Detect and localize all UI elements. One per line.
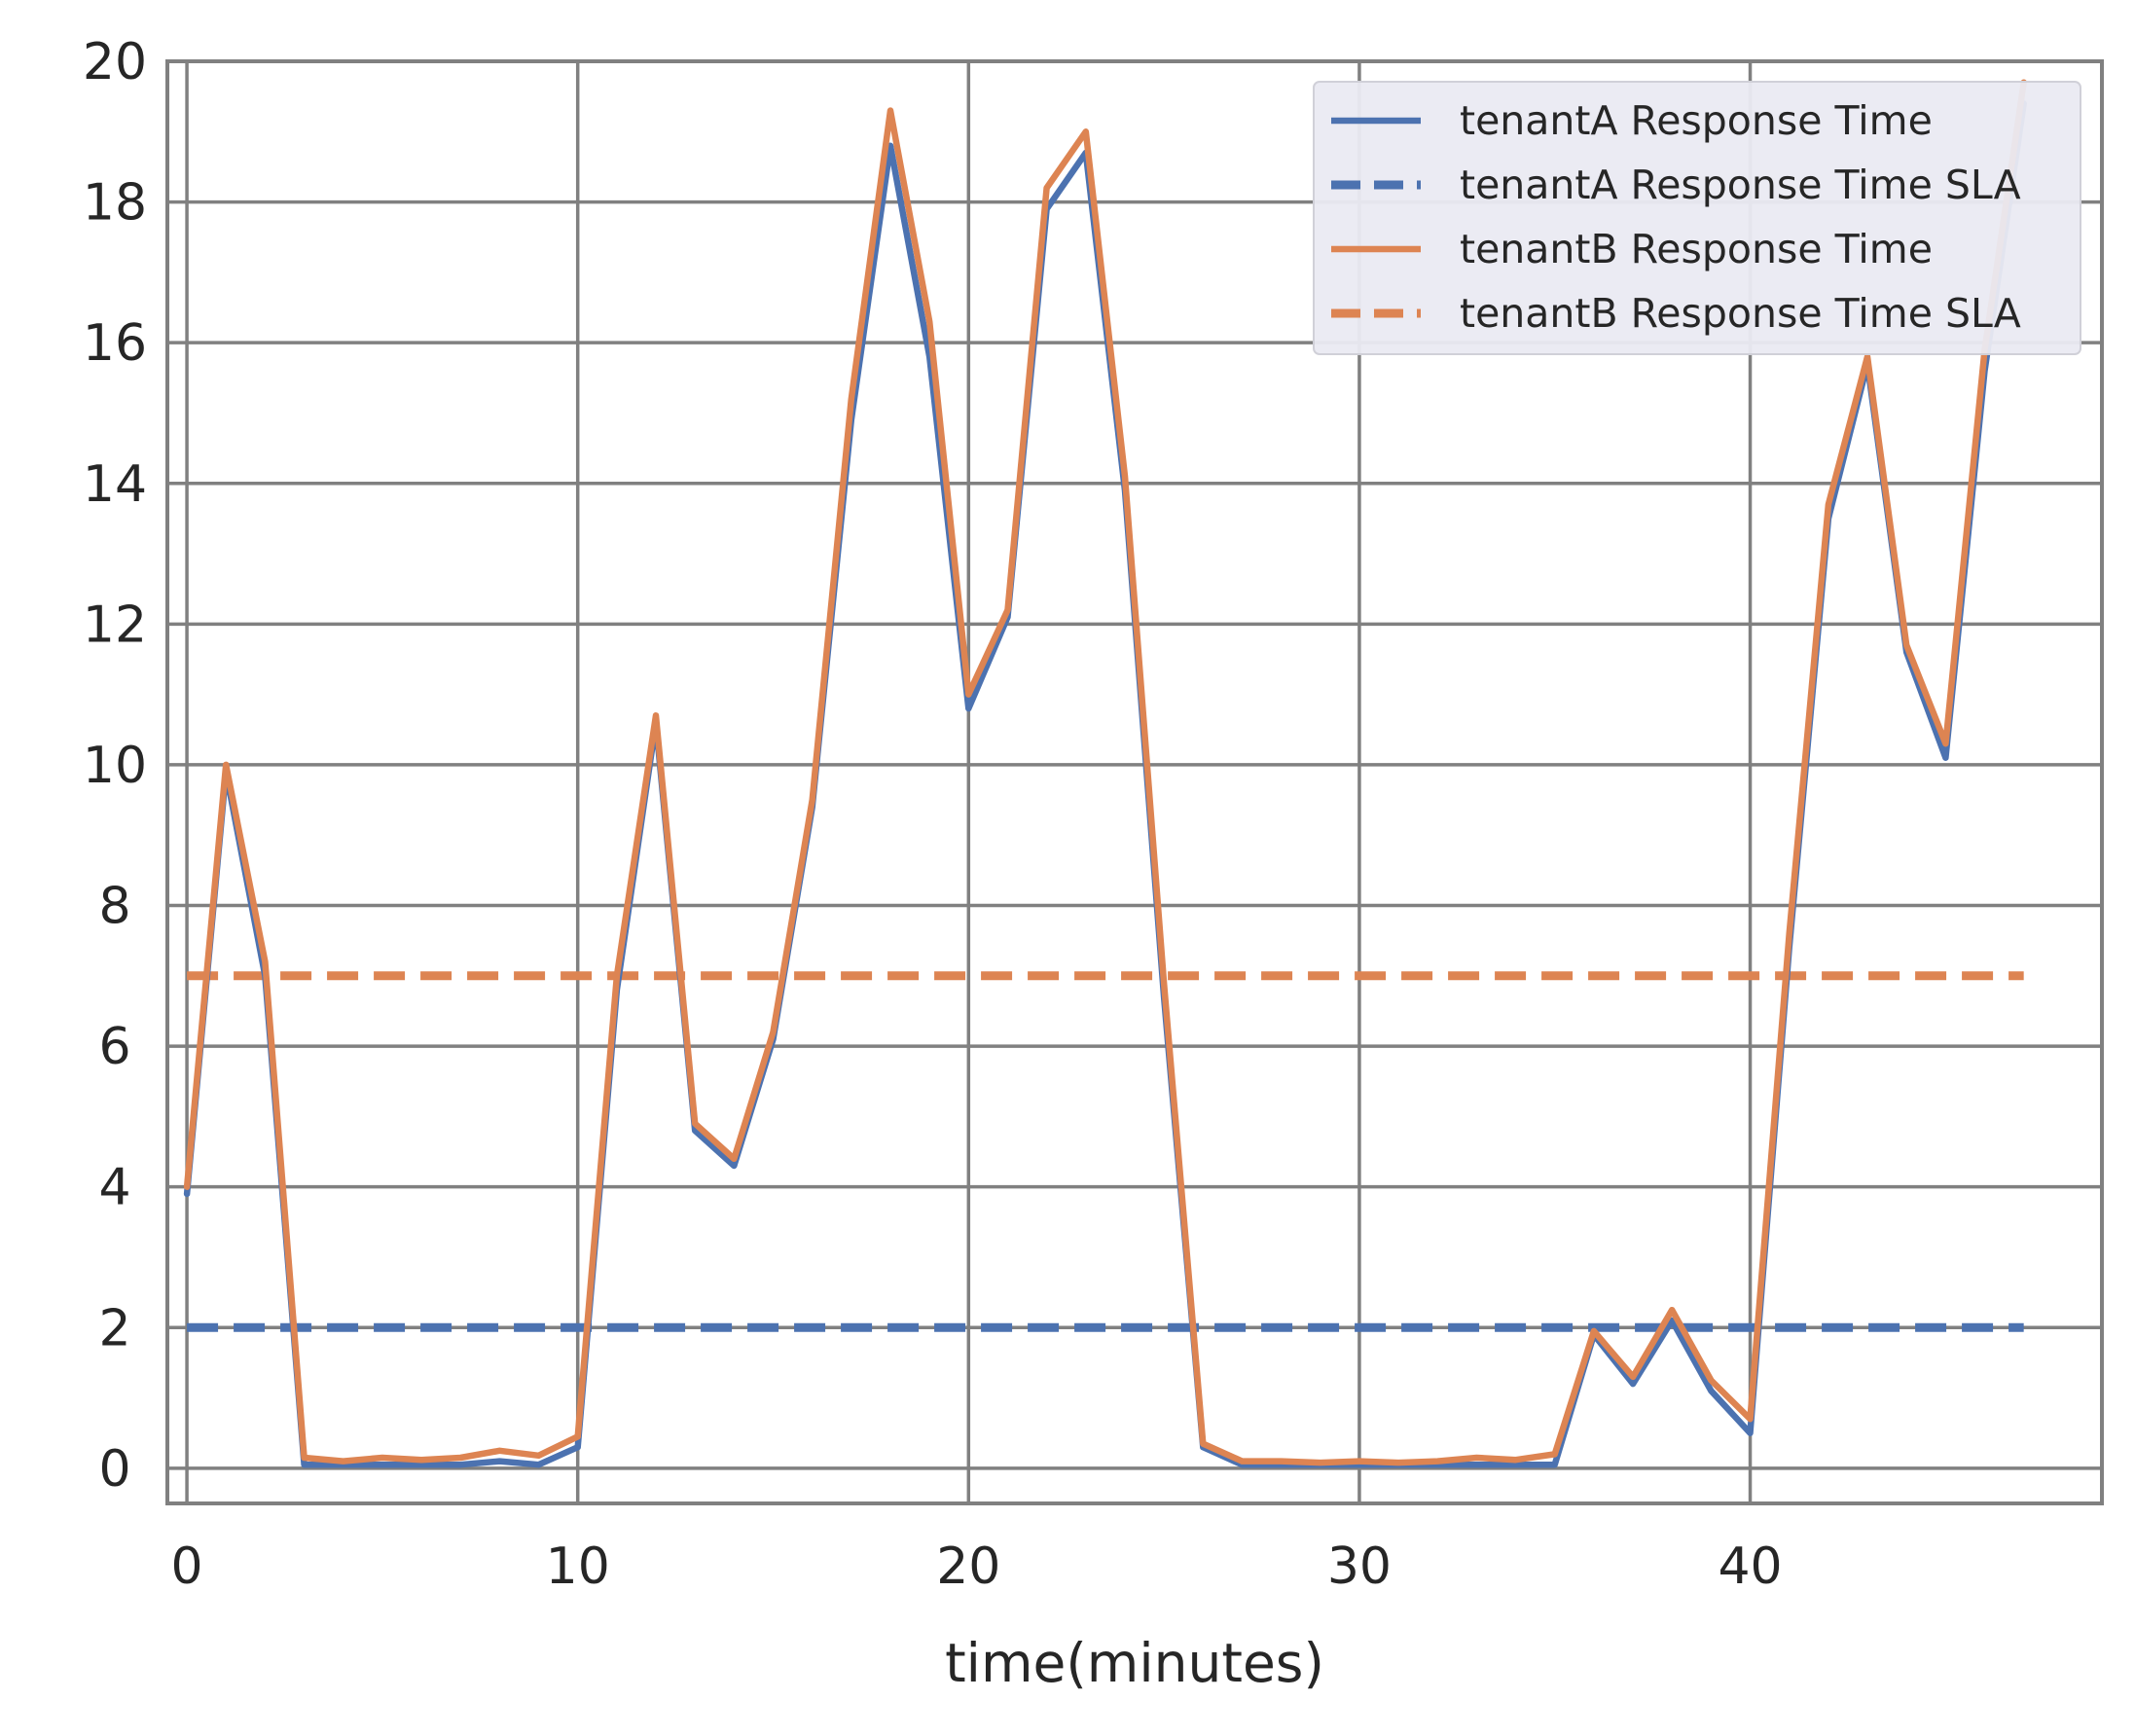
grid-lines [167, 59, 2102, 1503]
y-tick-label: 20 [83, 33, 147, 91]
y-tick-label: 0 [98, 1440, 130, 1499]
legend-label-tenantb-response-time: tenantB Response Time [1460, 226, 1933, 272]
y-tick-label: 8 [98, 878, 130, 936]
plot-frame [165, 59, 2104, 1505]
y-tick-label: 6 [98, 1018, 130, 1076]
x-tick-label: 30 [1327, 1537, 1392, 1596]
legend-box [1313, 81, 2081, 355]
tenantb-response-time-line [183, 79, 2027, 1466]
series-lines [183, 79, 2027, 1468]
y-tick-label: 18 [83, 174, 147, 233]
y-tick-label: 2 [98, 1299, 130, 1357]
y-tick-label: 10 [83, 737, 147, 795]
tick-labels: 0 10 20 30 40 0 2 4 6 8 10 12 14 16 18 20 [83, 33, 1783, 1596]
legend-label-tenanta-response-time: tenantA Response Time [1460, 97, 1933, 144]
x-tick-label: 10 [546, 1537, 610, 1596]
x-tick-label: 0 [171, 1537, 203, 1596]
legend-label-tenantb-response-time-sla: tenantB Response Time SLA [1460, 290, 2021, 337]
x-tick-label: 20 [936, 1537, 1000, 1596]
y-tick-label: 16 [83, 314, 147, 373]
y-tick-label: 4 [98, 1159, 130, 1217]
legend: tenantA Response Time tenantA Response Ti… [1313, 81, 2081, 355]
y-tick-label: 14 [83, 455, 147, 514]
x-axis-label: time(minutes) [945, 1632, 1324, 1694]
x-tick-label: 40 [1718, 1537, 1782, 1596]
y-tick-label: 12 [83, 596, 147, 654]
legend-label-tenanta-response-time-sla: tenantA Response Time SLA [1460, 162, 2021, 208]
